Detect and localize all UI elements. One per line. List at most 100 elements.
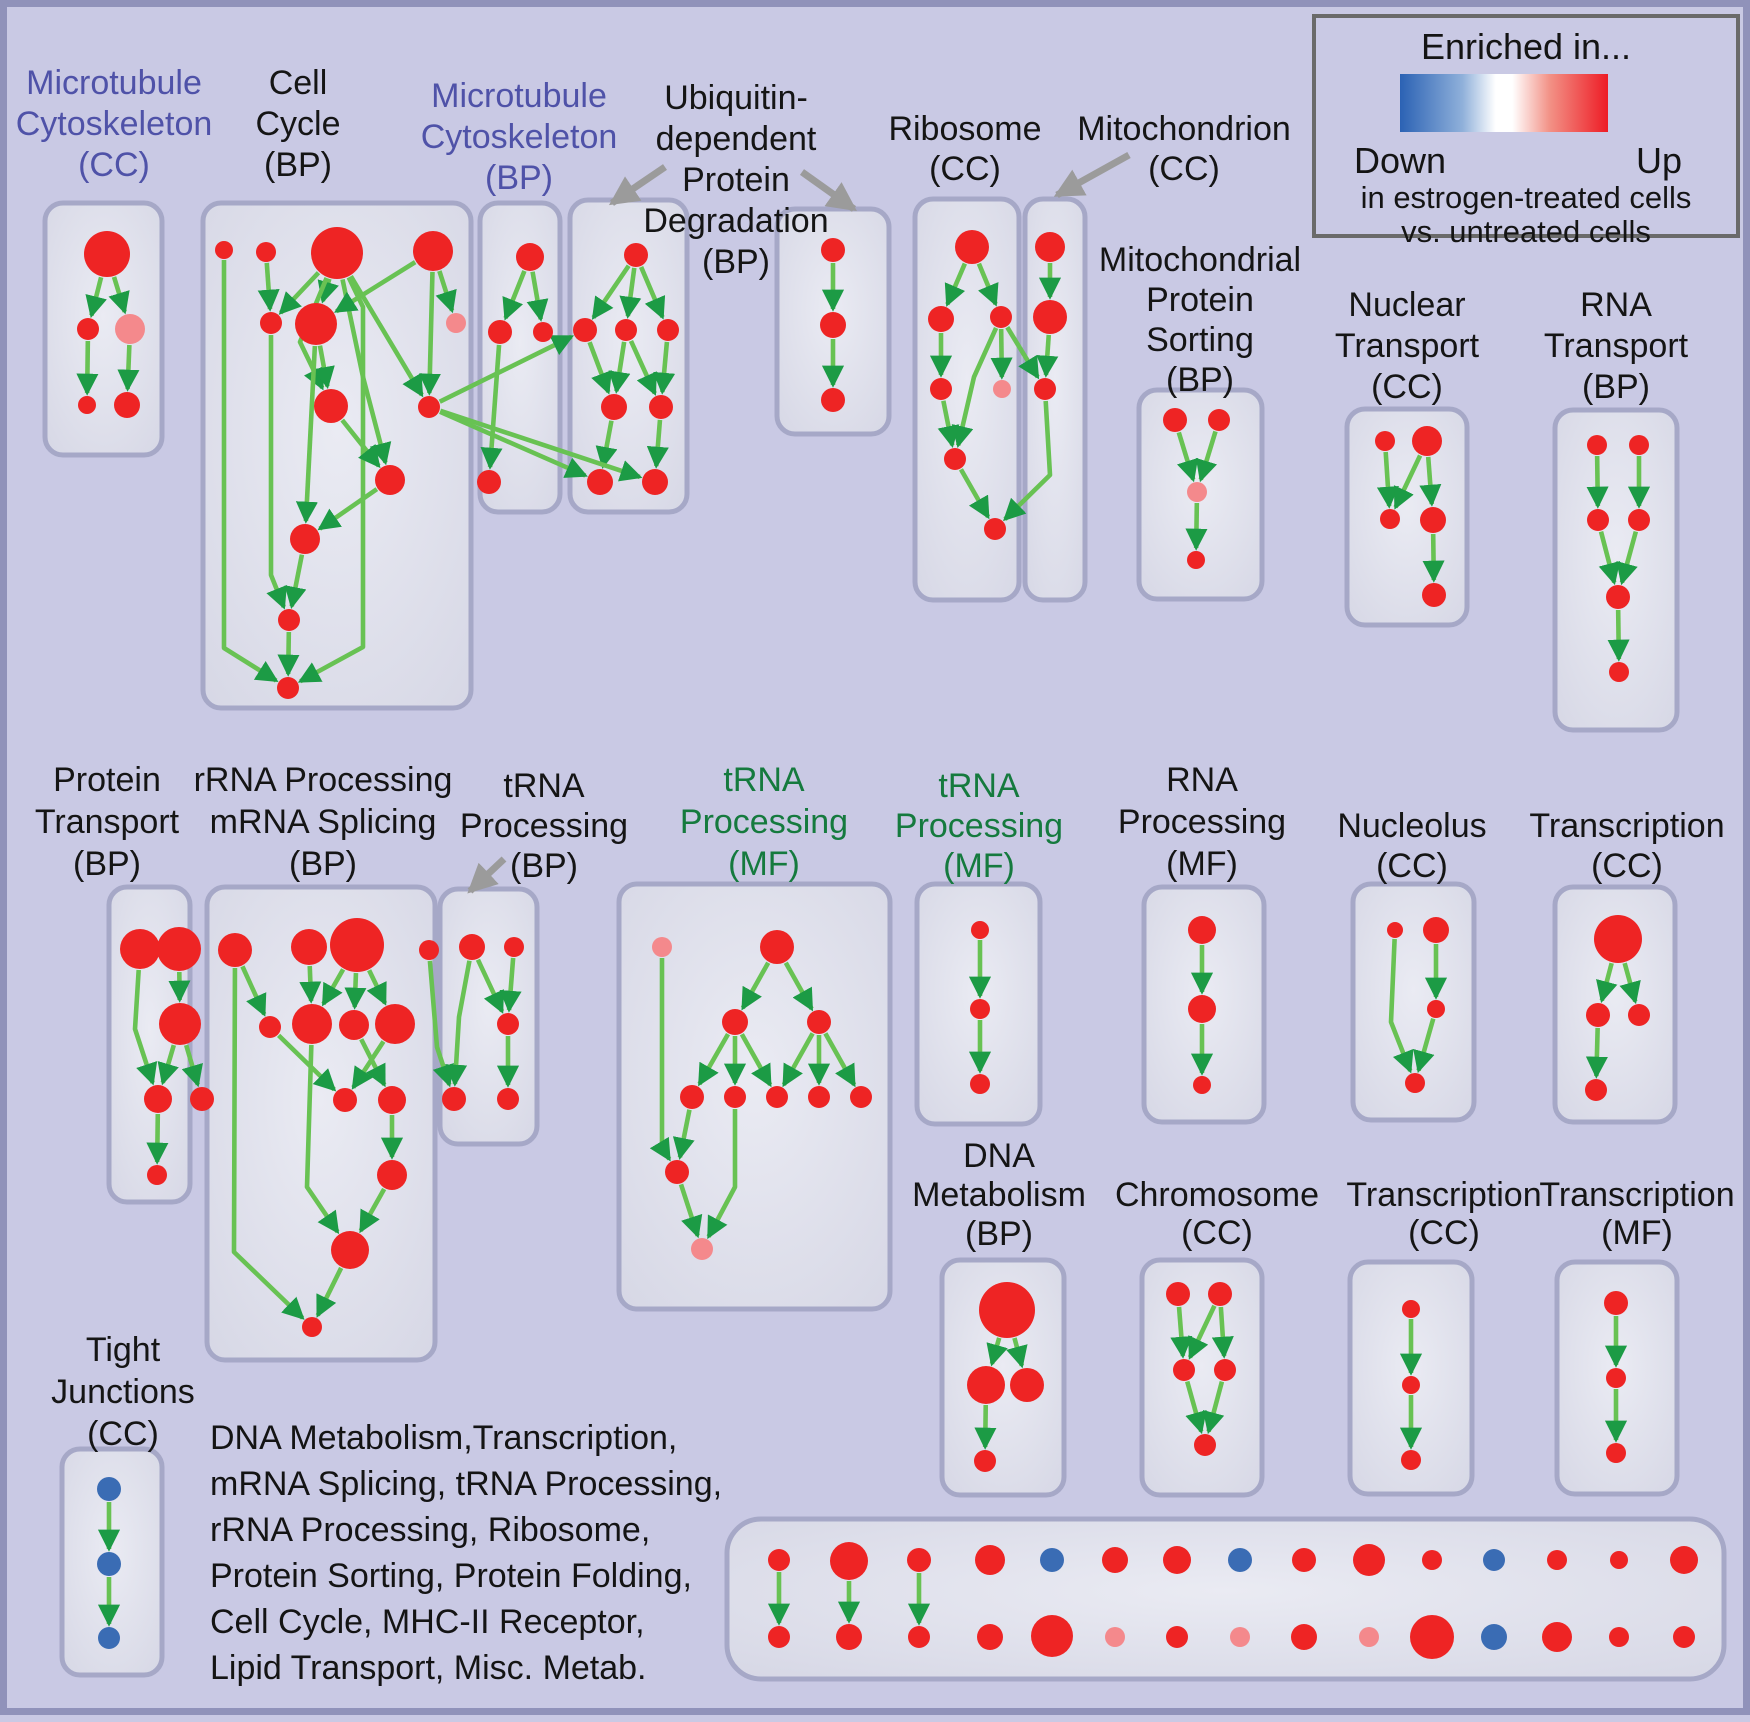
go-term-node[interactable] [1033, 300, 1067, 334]
go-term-node[interactable] [1214, 1359, 1236, 1381]
go-term-node[interactable] [1292, 1548, 1316, 1572]
go-term-node[interactable] [820, 312, 846, 338]
go-term-node[interactable] [1035, 232, 1065, 262]
go-term-node[interactable] [928, 306, 954, 332]
go-term-node[interactable] [722, 1009, 748, 1035]
go-term-node[interactable] [215, 241, 233, 259]
go-term-node[interactable] [277, 677, 299, 699]
go-term-node[interactable] [497, 1013, 519, 1035]
go-term-node[interactable] [1606, 1443, 1626, 1463]
go-term-node[interactable] [78, 396, 96, 414]
go-term-node[interactable] [1481, 1624, 1507, 1650]
go-term-node[interactable] [993, 380, 1011, 398]
go-term-node[interactable] [766, 1086, 788, 1108]
go-term-node[interactable] [1606, 585, 1630, 609]
go-term-node[interactable] [1670, 1546, 1698, 1574]
go-term-node[interactable] [760, 930, 794, 964]
go-term-node[interactable] [649, 395, 673, 419]
go-term-node[interactable] [377, 1160, 407, 1190]
go-term-node[interactable] [331, 1231, 369, 1269]
go-term-node[interactable] [1193, 1076, 1211, 1094]
go-term-node[interactable] [115, 314, 145, 344]
go-term-node[interactable] [114, 392, 140, 418]
go-term-node[interactable] [1422, 583, 1446, 607]
go-term-node[interactable] [1547, 1550, 1567, 1570]
go-term-node[interactable] [821, 388, 845, 412]
go-term-node[interactable] [990, 306, 1012, 328]
go-term-node[interactable] [768, 1626, 790, 1648]
go-term-node[interactable] [971, 921, 989, 939]
go-term-node[interactable] [1375, 431, 1395, 451]
go-term-node[interactable] [908, 1626, 930, 1648]
go-term-node[interactable] [1040, 1548, 1064, 1572]
go-term-node[interactable] [77, 318, 99, 340]
go-term-node[interactable] [573, 318, 597, 342]
go-term-node[interactable] [1427, 1000, 1445, 1018]
go-term-node[interactable] [1423, 917, 1449, 943]
go-term-node[interactable] [1410, 1615, 1454, 1659]
go-term-node[interactable] [488, 320, 512, 344]
go-term-node[interactable] [314, 389, 348, 423]
go-term-node[interactable] [97, 1552, 121, 1576]
go-term-node[interactable] [459, 934, 485, 960]
go-term-node[interactable] [290, 524, 320, 554]
go-term-node[interactable] [144, 1085, 172, 1113]
go-term-node[interactable] [930, 378, 952, 400]
go-term-node[interactable] [375, 465, 405, 495]
go-term-node[interactable] [1102, 1547, 1128, 1573]
go-term-node[interactable] [190, 1087, 214, 1111]
go-term-node[interactable] [375, 1004, 415, 1044]
go-term-node[interactable] [807, 1010, 831, 1034]
go-term-node[interactable] [418, 396, 440, 418]
go-term-node[interactable] [1291, 1624, 1317, 1650]
go-term-node[interactable] [984, 518, 1006, 540]
go-term-node[interactable] [1166, 1282, 1190, 1306]
go-term-node[interactable] [1587, 435, 1607, 455]
go-term-node[interactable] [808, 1086, 830, 1108]
go-term-node[interactable] [302, 1317, 322, 1337]
go-term-node[interactable] [1208, 409, 1230, 431]
go-term-node[interactable] [768, 1549, 790, 1571]
go-term-node[interactable] [278, 609, 300, 631]
go-term-node[interactable] [1166, 1626, 1188, 1648]
go-term-node[interactable] [157, 927, 201, 971]
go-term-node[interactable] [850, 1086, 872, 1108]
go-term-node[interactable] [260, 312, 282, 334]
go-term-node[interactable] [1194, 1434, 1216, 1456]
go-term-node[interactable] [1031, 1615, 1073, 1657]
go-term-node[interactable] [587, 469, 613, 495]
go-term-node[interactable] [98, 1627, 120, 1649]
go-term-node[interactable] [1405, 1073, 1425, 1093]
go-term-node[interactable] [967, 1366, 1005, 1404]
go-term-node[interactable] [1422, 1550, 1442, 1570]
go-term-node[interactable] [836, 1624, 862, 1650]
go-term-node[interactable] [1230, 1627, 1250, 1647]
go-term-node[interactable] [1187, 551, 1205, 569]
go-term-node[interactable] [259, 1016, 281, 1038]
go-term-node[interactable] [1163, 408, 1187, 432]
go-term-node[interactable] [291, 929, 327, 965]
go-term-node[interactable] [1353, 1544, 1385, 1576]
go-term-node[interactable] [691, 1238, 713, 1260]
go-term-node[interactable] [821, 238, 845, 262]
go-term-node[interactable] [907, 1548, 931, 1572]
go-term-node[interactable] [311, 227, 363, 279]
go-term-node[interactable] [1010, 1368, 1044, 1402]
go-term-node[interactable] [218, 933, 252, 967]
go-term-node[interactable] [830, 1542, 868, 1580]
go-term-node[interactable] [601, 394, 627, 420]
go-term-node[interactable] [516, 243, 544, 271]
go-term-node[interactable] [1402, 1300, 1420, 1318]
go-term-node[interactable] [1609, 662, 1629, 682]
go-term-node[interactable] [159, 1003, 201, 1045]
go-term-node[interactable] [1173, 1359, 1195, 1381]
go-term-node[interactable] [665, 1160, 689, 1184]
go-term-node[interactable] [84, 231, 130, 277]
go-term-node[interactable] [1105, 1627, 1125, 1647]
go-term-node[interactable] [1163, 1546, 1191, 1574]
go-term-node[interactable] [1673, 1626, 1695, 1648]
go-term-node[interactable] [680, 1085, 704, 1109]
go-term-node[interactable] [642, 469, 668, 495]
go-term-node[interactable] [1542, 1622, 1572, 1652]
go-term-node[interactable] [1208, 1282, 1232, 1306]
